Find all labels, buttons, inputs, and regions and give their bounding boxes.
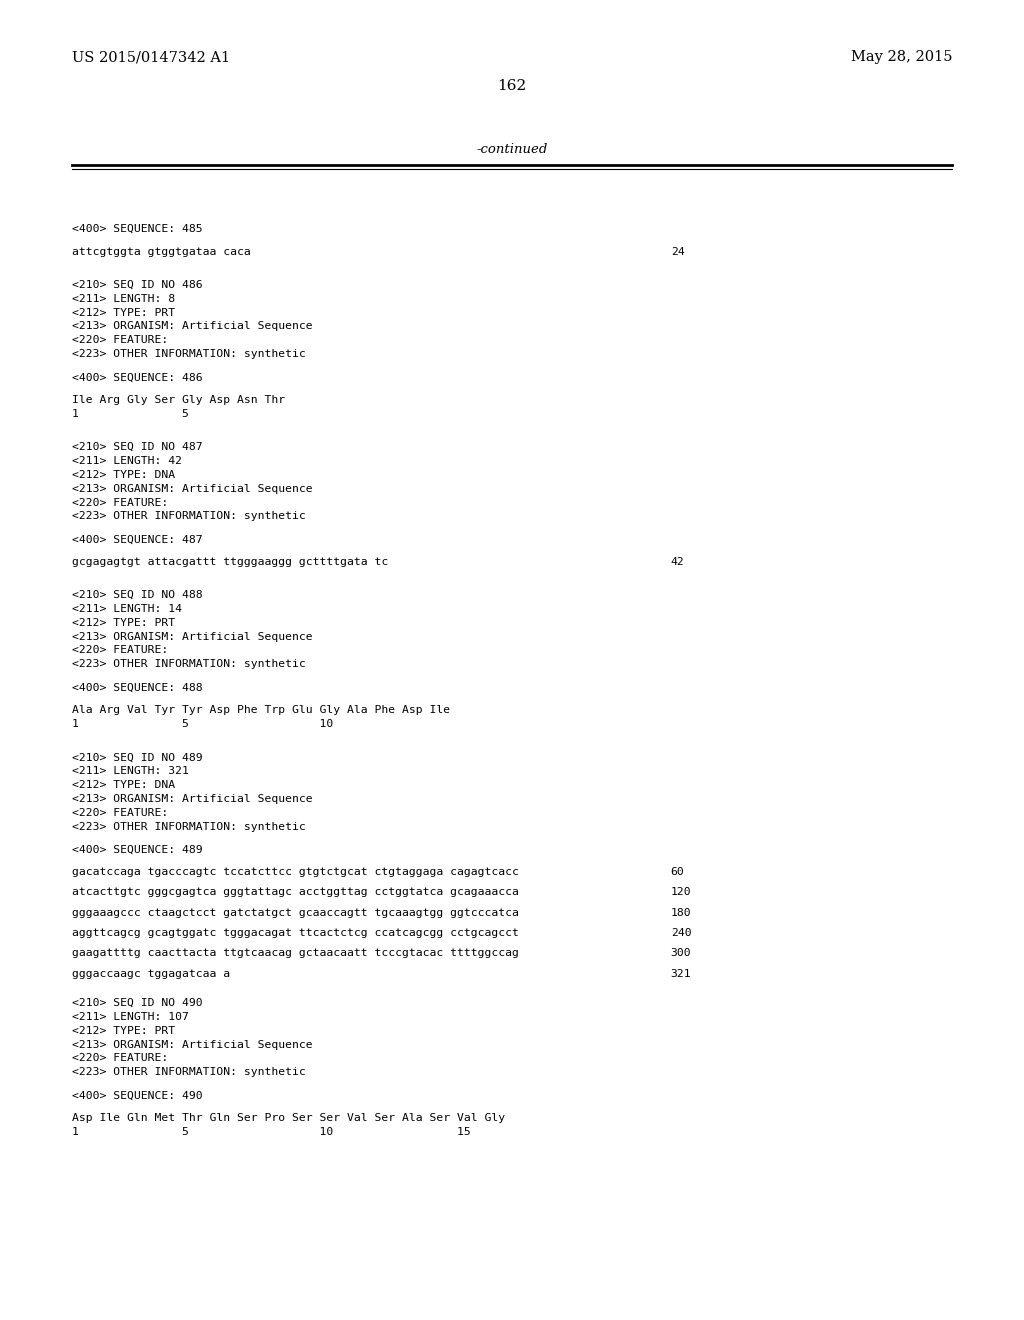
Text: <223> OTHER INFORMATION: synthetic: <223> OTHER INFORMATION: synthetic [72,660,305,669]
Text: <223> OTHER INFORMATION: synthetic: <223> OTHER INFORMATION: synthetic [72,1067,305,1077]
Text: <220> FEATURE:: <220> FEATURE: [72,808,168,818]
Text: <211> LENGTH: 321: <211> LENGTH: 321 [72,766,188,776]
Text: <400> SEQUENCE: 490: <400> SEQUENCE: 490 [72,1090,203,1101]
Text: <213> ORGANISM: Artificial Sequence: <213> ORGANISM: Artificial Sequence [72,322,312,331]
Text: -continued: -continued [476,143,548,156]
Text: US 2015/0147342 A1: US 2015/0147342 A1 [72,50,229,65]
Text: <211> LENGTH: 14: <211> LENGTH: 14 [72,605,181,614]
Text: 162: 162 [498,79,526,94]
Text: 60: 60 [671,866,684,876]
Text: 1               5                   10: 1 5 10 [72,718,333,729]
Text: <213> ORGANISM: Artificial Sequence: <213> ORGANISM: Artificial Sequence [72,795,312,804]
Text: <210> SEQ ID NO 489: <210> SEQ ID NO 489 [72,752,203,763]
Text: gggaaagccc ctaagctcct gatctatgct gcaaccagtt tgcaaagtgg ggtcccatca: gggaaagccc ctaagctcct gatctatgct gcaacca… [72,908,518,917]
Text: <211> LENGTH: 42: <211> LENGTH: 42 [72,455,181,466]
Text: aggttcagcg gcagtggatc tgggacagat ttcactctcg ccatcagcgg cctgcagcct: aggttcagcg gcagtggatc tgggacagat ttcactc… [72,928,518,939]
Text: <211> LENGTH: 8: <211> LENGTH: 8 [72,294,175,304]
Text: 321: 321 [671,969,691,979]
Text: Ala Arg Val Tyr Tyr Asp Phe Trp Glu Gly Ala Phe Asp Ile: Ala Arg Val Tyr Tyr Asp Phe Trp Glu Gly … [72,705,450,715]
Text: <212> TYPE: DNA: <212> TYPE: DNA [72,780,175,791]
Text: atcacttgtc gggcgagtca gggtattagc acctggttag cctggtatca gcagaaacca: atcacttgtc gggcgagtca gggtattagc acctggt… [72,887,518,898]
Text: gcgagagtgt attacgattt ttgggaaggg gcttttgata tc: gcgagagtgt attacgattt ttgggaaggg gcttttg… [72,557,388,568]
Text: <220> FEATURE:: <220> FEATURE: [72,335,168,346]
Text: <400> SEQUENCE: 489: <400> SEQUENCE: 489 [72,845,203,855]
Text: gggaccaagc tggagatcaa a: gggaccaagc tggagatcaa a [72,969,229,979]
Text: <213> ORGANISM: Artificial Sequence: <213> ORGANISM: Artificial Sequence [72,484,312,494]
Text: <400> SEQUENCE: 485: <400> SEQUENCE: 485 [72,223,203,234]
Text: <223> OTHER INFORMATION: synthetic: <223> OTHER INFORMATION: synthetic [72,821,305,832]
Text: <400> SEQUENCE: 486: <400> SEQUENCE: 486 [72,372,203,383]
Text: <220> FEATURE:: <220> FEATURE: [72,645,168,656]
Text: Asp Ile Gln Met Thr Gln Ser Pro Ser Ser Val Ser Ala Ser Val Gly: Asp Ile Gln Met Thr Gln Ser Pro Ser Ser … [72,1113,505,1123]
Text: <210> SEQ ID NO 488: <210> SEQ ID NO 488 [72,590,203,601]
Text: 240: 240 [671,928,691,939]
Text: Ile Arg Gly Ser Gly Asp Asn Thr: Ile Arg Gly Ser Gly Asp Asn Thr [72,395,285,405]
Text: <210> SEQ ID NO 486: <210> SEQ ID NO 486 [72,280,203,290]
Text: <210> SEQ ID NO 487: <210> SEQ ID NO 487 [72,442,203,453]
Text: <220> FEATURE:: <220> FEATURE: [72,1053,168,1064]
Text: <211> LENGTH: 107: <211> LENGTH: 107 [72,1011,188,1022]
Text: <400> SEQUENCE: 487: <400> SEQUENCE: 487 [72,535,203,545]
Text: <223> OTHER INFORMATION: synthetic: <223> OTHER INFORMATION: synthetic [72,511,305,521]
Text: 180: 180 [671,908,691,917]
Text: <212> TYPE: PRT: <212> TYPE: PRT [72,1026,175,1036]
Text: 42: 42 [671,557,684,568]
Text: 120: 120 [671,887,691,898]
Text: <223> OTHER INFORMATION: synthetic: <223> OTHER INFORMATION: synthetic [72,348,305,359]
Text: 1               5: 1 5 [72,409,188,418]
Text: <210> SEQ ID NO 490: <210> SEQ ID NO 490 [72,998,203,1008]
Text: gaagattttg caacttacta ttgtcaacag gctaacaatt tcccgtacac ttttggccag: gaagattttg caacttacta ttgtcaacag gctaaca… [72,948,518,958]
Text: <220> FEATURE:: <220> FEATURE: [72,498,168,508]
Text: <212> TYPE: DNA: <212> TYPE: DNA [72,470,175,480]
Text: <213> ORGANISM: Artificial Sequence: <213> ORGANISM: Artificial Sequence [72,1040,312,1049]
Text: <212> TYPE: PRT: <212> TYPE: PRT [72,618,175,628]
Text: gacatccaga tgacccagtc tccatcttcc gtgtctgcat ctgtaggaga cagagtcacc: gacatccaga tgacccagtc tccatcttcc gtgtctg… [72,866,518,876]
Text: <213> ORGANISM: Artificial Sequence: <213> ORGANISM: Artificial Sequence [72,631,312,642]
Text: 24: 24 [671,247,684,257]
Text: May 28, 2015: May 28, 2015 [851,50,952,65]
Text: <400> SEQUENCE: 488: <400> SEQUENCE: 488 [72,682,203,693]
Text: 1               5                   10                  15: 1 5 10 15 [72,1127,470,1137]
Text: attcgtggta gtggtgataa caca: attcgtggta gtggtgataa caca [72,247,251,257]
Text: 300: 300 [671,948,691,958]
Text: <212> TYPE: PRT: <212> TYPE: PRT [72,308,175,318]
